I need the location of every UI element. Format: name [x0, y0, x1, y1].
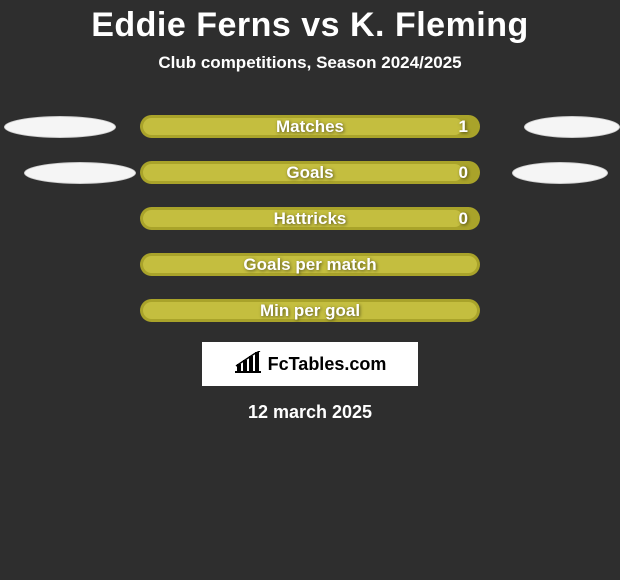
player-left-ellipse-icon: [24, 162, 136, 184]
comparison-row: Matches 1: [0, 115, 620, 138]
comparison-infographic: Eddie Ferns vs K. Fleming Club competiti…: [0, 0, 620, 423]
right-slot: [480, 162, 620, 184]
comparison-rows: Matches 1 Goals 0 Hattricks 0 Goals per match M…: [0, 115, 620, 322]
right-slot: [480, 116, 620, 138]
left-slot: [0, 162, 140, 184]
fctables-logo: FcTables.com: [202, 342, 418, 386]
comparison-row: Goals 0: [0, 161, 620, 184]
stat-label: Goals: [286, 163, 333, 183]
stat-bar: Matches 1: [140, 115, 480, 138]
stat-label: Min per goal: [260, 301, 360, 321]
stat-label: Goals per match: [243, 255, 376, 275]
stat-label: Hattricks: [274, 209, 347, 229]
stat-bar: Goals 0: [140, 161, 480, 184]
stat-bar: Goals per match: [140, 253, 480, 276]
stat-value-right: 0: [459, 209, 468, 229]
player-right-ellipse-icon: [524, 116, 620, 138]
subtitle: Club competitions, Season 2024/2025: [0, 53, 620, 73]
stat-value-right: 1: [459, 117, 468, 137]
player-left-ellipse-icon: [4, 116, 116, 138]
logo-text: FcTables.com: [268, 354, 387, 375]
left-slot: [0, 116, 140, 138]
player-right-ellipse-icon: [512, 162, 608, 184]
bar-chart-icon: [234, 351, 262, 378]
stat-label: Matches: [276, 117, 344, 137]
comparison-row: Min per goal: [0, 299, 620, 322]
date-label: 12 march 2025: [0, 402, 620, 423]
stat-bar: Min per goal: [140, 299, 480, 322]
comparison-row: Hattricks 0: [0, 207, 620, 230]
stat-bar: Hattricks 0: [140, 207, 480, 230]
page-title: Eddie Ferns vs K. Fleming: [0, 6, 620, 45]
stat-value-right: 0: [459, 163, 468, 183]
comparison-row: Goals per match: [0, 253, 620, 276]
